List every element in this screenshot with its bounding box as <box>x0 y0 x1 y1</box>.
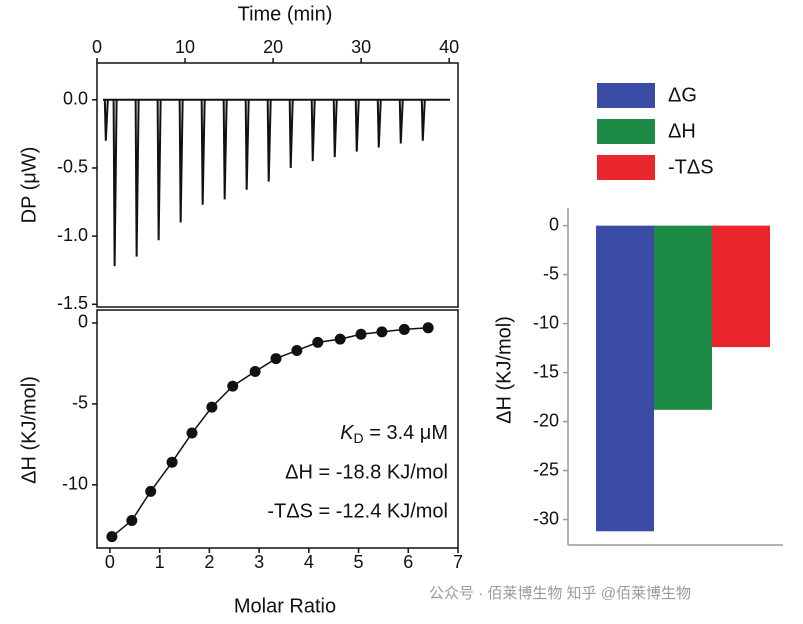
y-tick-label: -5 <box>72 393 88 413</box>
y-tick-label: -1.0 <box>57 225 88 245</box>
y-tick-label: -25 <box>533 459 559 479</box>
data-point <box>334 333 346 345</box>
x-axis-label: Molar Ratio <box>234 595 336 617</box>
data-point <box>270 353 282 365</box>
x-tick-label: 30 <box>351 37 371 57</box>
legend-label: ΔG <box>668 84 697 106</box>
y-tick-label: 0.0 <box>63 89 88 109</box>
data-point <box>145 485 157 497</box>
x-tick-label: 3 <box>254 552 264 572</box>
injection-peak <box>288 99 294 168</box>
bar <box>654 225 712 410</box>
data-point <box>249 366 261 378</box>
data-point <box>422 322 434 334</box>
annotation-part: D <box>354 430 364 446</box>
injection-peak <box>376 99 382 148</box>
annotation: -TΔS = -12.4 KJ/mol <box>267 500 448 522</box>
plot-frame <box>96 309 459 549</box>
y-tick-label: -1.5 <box>57 293 88 313</box>
x-tick-label: 1 <box>155 552 165 572</box>
x-tick-label: 6 <box>403 552 413 572</box>
injection-peak <box>310 99 316 162</box>
x-axis-label: Time (min) <box>238 3 333 25</box>
annotation: KD = 3.4 μM <box>340 422 448 445</box>
injection-peak <box>332 99 338 158</box>
data-point <box>291 344 303 356</box>
y-axis-label: ΔH (KJ/mol) <box>493 316 515 424</box>
data-point <box>376 326 388 338</box>
y-axis-label: DP (μW) <box>18 147 40 224</box>
x-tick-label: 0 <box>92 37 102 57</box>
data-point <box>126 514 138 526</box>
injection-peak <box>156 99 162 241</box>
y-tick-label: 0 <box>549 214 559 234</box>
bar <box>596 225 654 532</box>
y-axis-label: ΔH (KJ/mol) <box>18 376 40 484</box>
legend-swatch <box>597 83 655 108</box>
y-tick-label: -10 <box>62 474 88 494</box>
injection-peak <box>354 99 360 152</box>
data-point <box>186 427 198 439</box>
fit-line <box>111 327 429 538</box>
injection-peak <box>200 99 206 205</box>
annotation-part: K <box>340 422 355 444</box>
data-point <box>312 336 324 348</box>
data-point <box>106 531 118 543</box>
x-tick-label: 2 <box>204 552 214 572</box>
injection-peak <box>244 99 250 190</box>
watermark: 公众号 · 佰莱博生物 知乎 @佰莱博生物 <box>429 585 691 602</box>
data-point <box>166 456 178 468</box>
x-tick-label: 5 <box>354 552 364 572</box>
injection-peak <box>222 99 228 200</box>
data-point <box>355 328 367 340</box>
injection-peak <box>134 99 140 257</box>
y-tick-label: -10 <box>533 312 559 332</box>
x-tick-label: 4 <box>304 552 314 572</box>
x-tick-label: 20 <box>263 37 283 57</box>
data-point <box>227 380 239 392</box>
legend-swatch <box>597 155 655 180</box>
injection-peak <box>103 99 109 141</box>
injection-peak <box>112 99 118 267</box>
y-tick-label: -15 <box>533 361 559 381</box>
y-tick-label: 0 <box>78 312 88 332</box>
y-tick-label: -5 <box>543 263 559 283</box>
data-point <box>398 323 410 335</box>
bar <box>712 225 770 348</box>
x-tick-label: 0 <box>105 552 115 572</box>
y-tick-label: -30 <box>533 508 559 528</box>
x-tick-label: 10 <box>175 37 195 57</box>
injection-peak <box>266 99 272 182</box>
injection-peak <box>178 99 184 223</box>
plot-frame <box>96 62 459 308</box>
y-tick-label: -0.5 <box>57 157 88 177</box>
legend-label: ΔH <box>668 120 696 142</box>
data-point <box>206 401 218 413</box>
y-tick-label: -20 <box>533 410 559 430</box>
x-tick-label: 7 <box>453 552 463 572</box>
annotation: ΔH = -18.8 KJ/mol <box>285 461 448 483</box>
legend-label: -TΔS <box>668 156 714 178</box>
legend-swatch <box>597 119 655 144</box>
injection-peak <box>420 99 426 141</box>
annotation-part: = 3.4 μM <box>364 422 448 444</box>
x-tick-label: 40 <box>439 37 459 57</box>
injection-peak <box>398 99 404 144</box>
